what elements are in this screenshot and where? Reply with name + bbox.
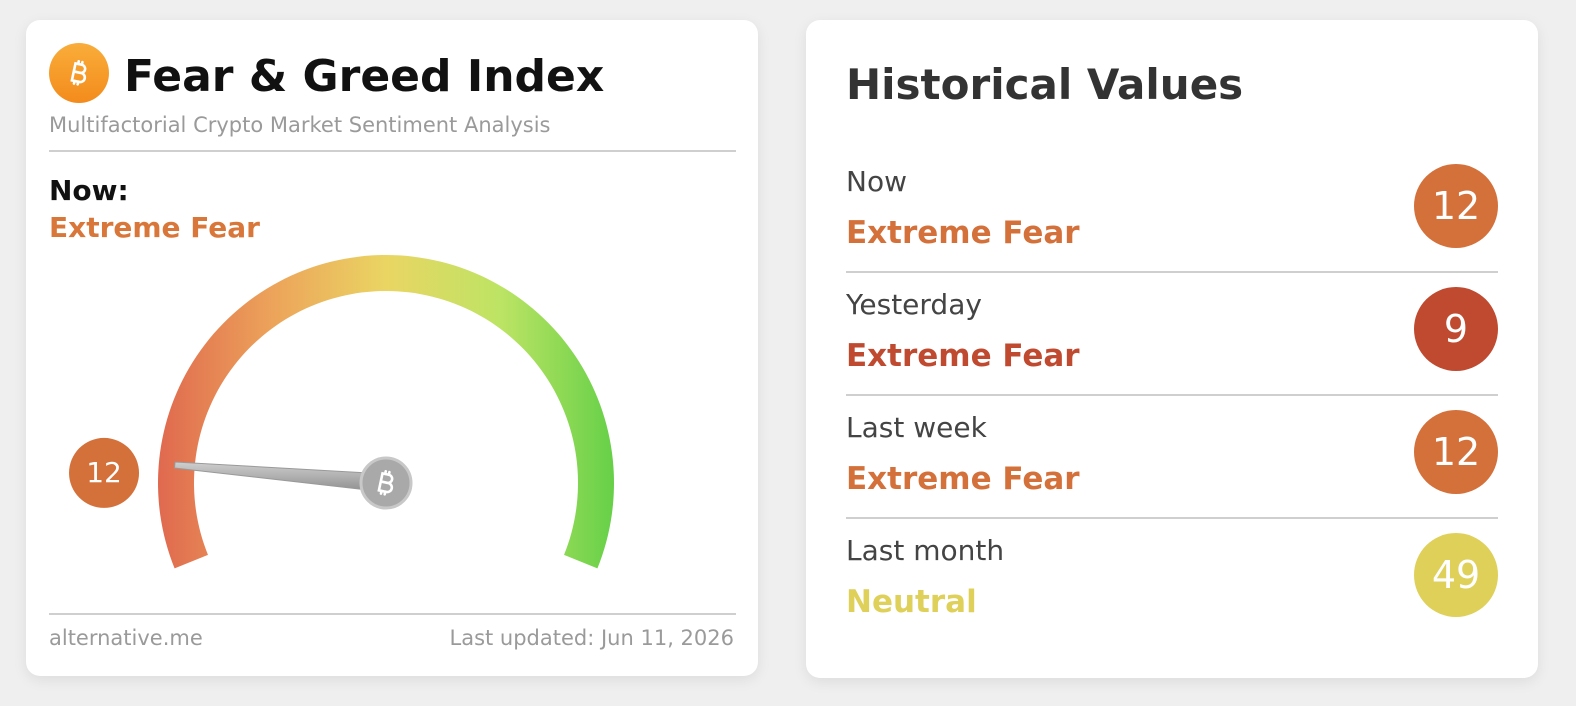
needle <box>173 461 388 493</box>
row-value: 49 <box>1414 533 1498 617</box>
title: Fear & Greed Index <box>124 51 605 102</box>
gauge-badge-value: 12 <box>86 456 122 489</box>
gauge-badge <box>69 437 140 508</box>
row-label: Last month <box>846 534 1005 567</box>
row-value: 12 <box>1414 164 1498 248</box>
gauge-card <box>26 20 758 676</box>
row-value: 9 <box>1414 287 1498 371</box>
row-classification: Extreme Fear <box>846 338 1080 374</box>
row-divider <box>846 394 1498 396</box>
row-classification: Extreme Fear <box>846 461 1080 497</box>
row-label: Yesterday <box>846 288 982 321</box>
row-classification: Neutral <box>846 584 977 620</box>
row-value: 12 <box>1414 410 1498 494</box>
now-label: Now: <box>49 174 129 207</box>
row-label: Last week <box>846 411 987 444</box>
gauge-arc <box>158 255 615 569</box>
row-classification: Extreme Fear <box>846 215 1080 251</box>
source: alternative.me <box>49 626 203 650</box>
row-divider <box>846 517 1498 519</box>
subtitle: Multifactorial Crypto Market Sentiment A… <box>49 113 551 137</box>
last-updated: Last updated: Jun 11, 2026 <box>449 626 735 650</box>
row-divider <box>846 271 1498 273</box>
now-classification: Extreme Fear <box>49 211 260 244</box>
divider <box>49 150 736 152</box>
divider <box>49 613 736 615</box>
history-title: Historical Values <box>846 60 1244 109</box>
row-label: Now <box>846 165 907 198</box>
